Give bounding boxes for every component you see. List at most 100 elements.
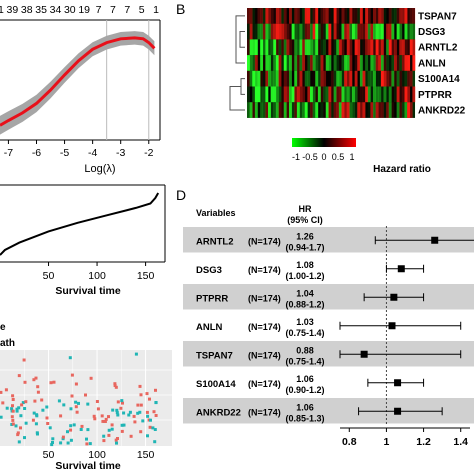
heatmap-cell (331, 55, 334, 71)
heatmap-cell (367, 70, 371, 87)
heatmap-cell (388, 23, 392, 40)
heatmap-cell (394, 55, 397, 71)
x-tick-label: -6 (32, 147, 41, 159)
scatter-point (46, 422, 50, 425)
heatmap-cell (249, 23, 253, 40)
heatmap-cell (410, 87, 413, 103)
scatter-point (93, 417, 97, 421)
forest-gene-label: PTPRR (196, 293, 228, 304)
heatmap-cell (394, 102, 397, 118)
scatter-point (36, 390, 40, 394)
scatter-point (86, 428, 90, 432)
heatmap-cell (252, 102, 256, 118)
heatmap-cell (289, 102, 292, 118)
heatmap-cell (331, 86, 334, 103)
x-tick-label: -3 (116, 147, 125, 159)
heatmap-cell (396, 23, 400, 40)
heatmap-cell (359, 102, 363, 118)
heatmap-cell (404, 70, 408, 87)
scatter-point (148, 397, 151, 401)
heatmap-cell (341, 102, 345, 118)
heatmap-cell (302, 86, 306, 103)
scatter-point (49, 381, 53, 385)
heatmap-cell (365, 23, 369, 40)
heatmap-cell (370, 86, 374, 103)
colorbar-title: Hazard ratio (373, 164, 431, 175)
heatmap-cell (254, 70, 258, 87)
heatmap-cell (249, 8, 253, 24)
heatmap-cell (412, 102, 416, 118)
forest-hr-value: 1.06 (296, 374, 314, 384)
heatmap-cell (401, 102, 405, 118)
scatter-point (133, 420, 137, 424)
heatmap-cell (312, 39, 316, 56)
heatmap-cell (317, 39, 321, 56)
heatmap-cell (273, 55, 277, 71)
heatmap-cell (409, 70, 413, 87)
scatter-point (138, 410, 142, 414)
heatmap-cell (394, 39, 397, 56)
heatmap-cell (386, 102, 390, 118)
heatmap-cell (247, 86, 250, 103)
colorbar-gradient (292, 138, 356, 147)
scatter-tick-label: 50 (43, 449, 55, 461)
scatter-point (48, 426, 52, 430)
legend-fragment-1: e (0, 322, 6, 333)
scatter-tick-label: 100 (88, 449, 106, 461)
heatmap-cell (373, 102, 376, 118)
heatmap-cell (278, 55, 282, 71)
heatmap-cell (344, 39, 348, 56)
heatmap-cell (265, 23, 269, 40)
heatmap-cell (304, 70, 308, 87)
heatmap-cell (378, 86, 382, 103)
forest-ci-value: (1.00-1.2) (285, 271, 324, 281)
top-tick-label: 7 (124, 4, 130, 16)
heatmap-cell (396, 39, 400, 56)
heatmap-cell (312, 23, 316, 40)
scatter-point (74, 382, 78, 386)
heatmap-cell (349, 86, 353, 103)
scatter-point (14, 424, 18, 428)
heatmap-cell (252, 55, 256, 71)
heatmap-cell (399, 55, 403, 71)
heatmap-cell (281, 70, 285, 87)
heatmap-cell (367, 39, 371, 56)
heatmap-cell (320, 23, 324, 40)
heatmap-cell (407, 23, 411, 40)
scatter-point (128, 410, 132, 414)
heatmap-cell (286, 8, 289, 24)
heatmap-cell (341, 39, 345, 56)
heatmap-cell (275, 39, 279, 56)
heatmap-cell (262, 39, 266, 56)
heatmap-cell (367, 102, 371, 118)
scatter-point (132, 414, 136, 418)
scatter-point (69, 424, 73, 428)
forest-point (390, 293, 398, 301)
scatter-point (115, 411, 119, 415)
heatmap-cell (296, 70, 300, 87)
heatmap-cell (383, 23, 387, 40)
scatter-point (120, 399, 124, 403)
heatmap-cell (325, 55, 329, 71)
heatmap-cell (352, 8, 355, 24)
panel-a: 4139383534301977751 -7-6-5-4-3-2 Log(λ) (0, 4, 161, 175)
heatmap-cell (278, 23, 282, 40)
heatmap-cell (365, 70, 369, 87)
heatmap-cell (336, 86, 340, 103)
heatmap-cell (401, 70, 405, 87)
heatmap-cell (275, 23, 279, 40)
scatter-point (102, 439, 106, 443)
heatmap-cell (404, 102, 408, 118)
heatmap-cell (247, 23, 250, 40)
heatmap-cell (247, 70, 250, 87)
scatter-point (100, 414, 104, 418)
heatmap-cell (275, 86, 279, 103)
top-tick-label: 7 (110, 4, 116, 16)
heatmap-cell (291, 39, 295, 56)
heatmap-cell (362, 86, 366, 103)
scatter-point (95, 400, 99, 403)
heatmap-cell (268, 55, 271, 71)
scatter-point (116, 400, 120, 404)
scatter-point (75, 410, 79, 414)
scatter-point (11, 418, 15, 422)
